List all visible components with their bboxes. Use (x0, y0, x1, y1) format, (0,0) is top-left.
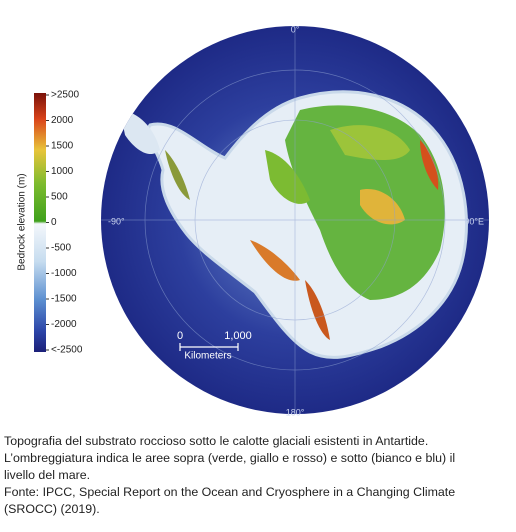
caption-line: Topografia del substrato roccioso sotto … (4, 434, 429, 448)
scale-unit: Kilometers (184, 351, 231, 362)
colorbar-tick-label: >2500 (51, 90, 80, 101)
graticule-label: 0° (291, 24, 300, 34)
caption: Topografia del substrato roccioso sotto … (4, 433, 514, 518)
scale-tick-label: 1,000 (224, 330, 252, 342)
colorbar-tick-label: -1500 (51, 294, 77, 305)
caption-line: Fonte: IPCC, Special Report on the Ocean… (4, 485, 456, 499)
antarctica (120, 90, 468, 359)
colorbar-tick-label: 500 (51, 192, 68, 203)
colorbar-tick-label: 1500 (51, 141, 74, 152)
graticule (101, 26, 489, 414)
map: 0° -90° 90°E 180° Bedrock elevation (m) … (17, 24, 489, 417)
colorbar-tick-label: -500 (51, 243, 71, 254)
colorbar (34, 93, 46, 352)
colorbar-tick-label: -1000 (51, 268, 77, 279)
graticule-label: 90°E (464, 216, 484, 226)
caption-line: (SROCC) (2019). (4, 502, 100, 516)
colorbar-tick-label: <-2500 (51, 345, 83, 356)
colorbar-tick-label: 2000 (51, 115, 74, 126)
colorbar-tick-label: 1000 (51, 166, 74, 177)
caption-line: livello del mare. (4, 468, 91, 482)
graticule-label: 180° (286, 407, 305, 417)
graticule-label: -90° (108, 216, 125, 226)
colorbar-title: Bedrock elevation (m) (17, 173, 28, 270)
caption-line: L’ombreggiatura indica le aree sopra (ve… (4, 451, 456, 465)
scale-tick-label: 0 (177, 330, 183, 342)
colorbar-tick-label: -2000 (51, 319, 77, 330)
colorbar-tick-label: 0 (51, 217, 57, 228)
